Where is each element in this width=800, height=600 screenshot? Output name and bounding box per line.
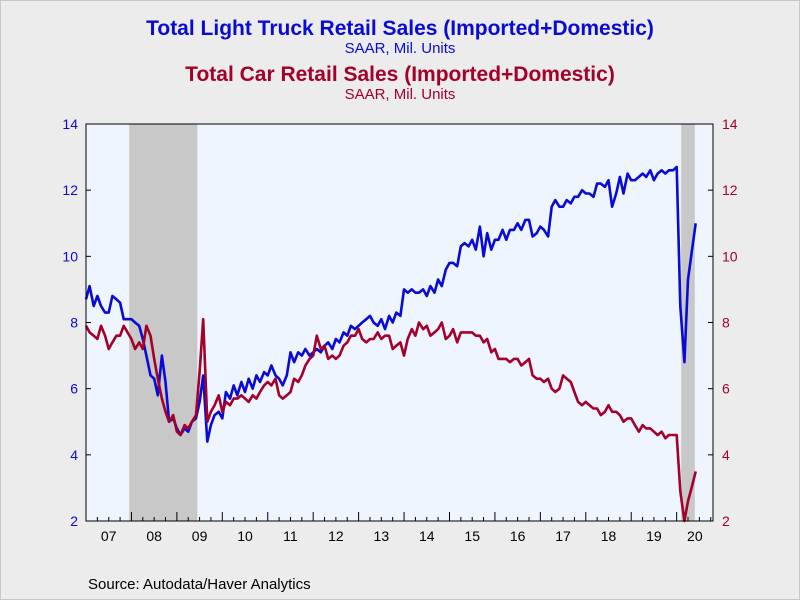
car-series-title: Total Car Retail Sales (Imported+Domesti… — [185, 63, 615, 86]
y-tick-label-right-6: 6 — [722, 381, 730, 397]
y-tick-label-left-6: 6 — [70, 381, 78, 397]
x-tick-label-18: 18 — [601, 528, 617, 544]
car-series-subtitle: SAAR, Mil. Units — [344, 86, 456, 103]
x-tick-label-17: 17 — [555, 528, 571, 544]
x-tick-label-19: 19 — [646, 528, 662, 544]
y-tick-label-right-4: 4 — [722, 447, 730, 463]
truck-series-subtitle: SAAR, Mil. Units — [344, 40, 456, 57]
truck-series-title: Total Light Truck Retail Sales (Imported… — [146, 17, 654, 40]
x-tick-label-07: 07 — [101, 528, 117, 544]
car-sales-line — [84, 317, 697, 523]
recession-bands — [129, 124, 695, 521]
y-tick-label-left-8: 8 — [70, 315, 78, 331]
x-tick-label-16: 16 — [510, 528, 526, 544]
x-tick-label-20: 20 — [687, 528, 703, 544]
y-tick-label-left-12: 12 — [62, 182, 78, 198]
y-tick-label-right-12: 12 — [722, 182, 738, 198]
x-tick-label-11: 11 — [283, 528, 298, 544]
x-tick-label-15: 15 — [464, 528, 480, 544]
y-tick-label-right-2: 2 — [722, 513, 730, 529]
source-note: Source: Autodata/Haver Analytics — [88, 576, 311, 593]
x-tick-label-10: 10 — [237, 528, 253, 544]
y-tick-label-left-4: 4 — [70, 447, 78, 463]
y-tick-label-right-8: 8 — [722, 315, 730, 331]
recession-band-2 — [681, 124, 695, 521]
x-tick-label-08: 08 — [146, 528, 162, 544]
x-tick-label-09: 09 — [192, 528, 208, 544]
x-tick-label-12: 12 — [328, 528, 344, 544]
x-tick-label-13: 13 — [374, 528, 390, 544]
y-tick-label-left-14: 14 — [62, 116, 78, 132]
x-tick-label-14: 14 — [419, 528, 435, 544]
y-tick-label-right-14: 14 — [722, 116, 738, 132]
y-tick-label-left-2: 2 — [70, 513, 78, 529]
axes: 2 4 6 8 10 12 14 2 4 6 8 10 12 14 07 08 09 10 11 12 13 14 15 16… — [62, 116, 737, 544]
y-tick-label-right-10: 10 — [722, 248, 738, 264]
series-lines — [84, 165, 697, 523]
recession-band-1 — [129, 124, 198, 521]
y-tick-label-left-10: 10 — [62, 248, 78, 264]
